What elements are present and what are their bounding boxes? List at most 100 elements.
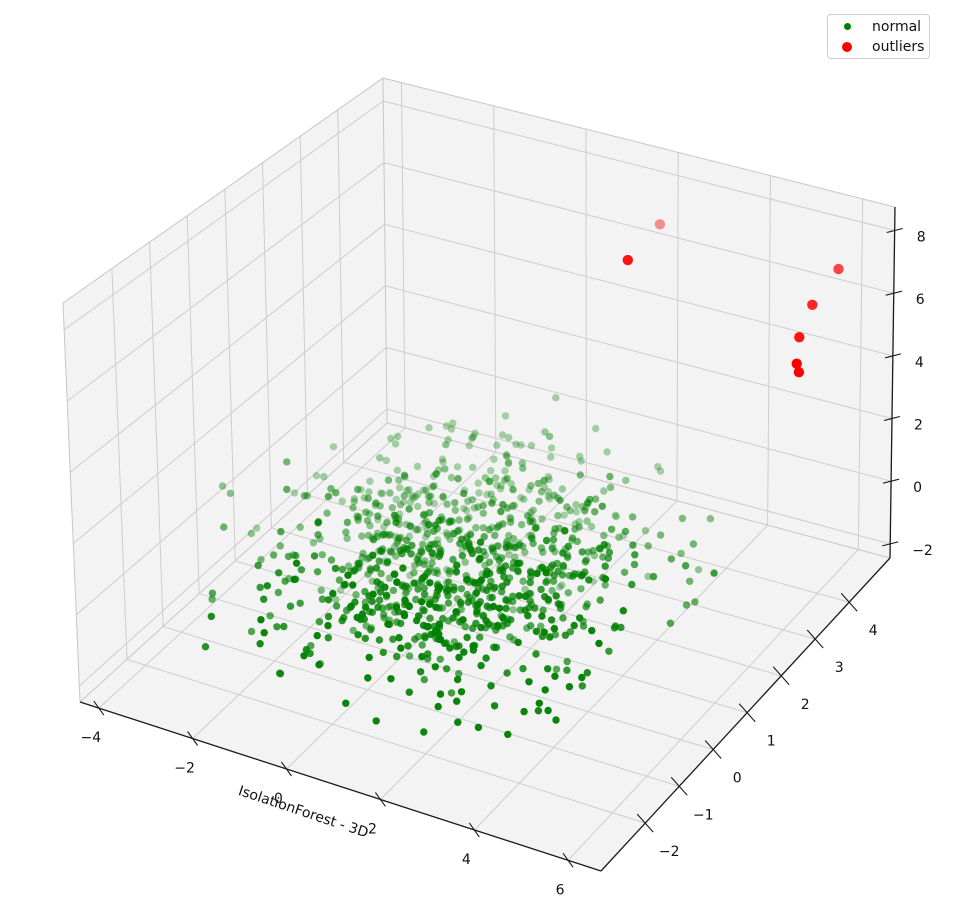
normal-point: [300, 652, 308, 660]
normal-point: [482, 617, 490, 625]
normal-point: [452, 568, 461, 576]
normal-point: [399, 564, 407, 572]
normal-point: [368, 597, 376, 606]
normal-point: [439, 614, 447, 623]
normal-point: [505, 551, 513, 559]
normal-point: [379, 530, 388, 538]
normal-point: [556, 583, 564, 591]
normal-point: [442, 422, 451, 430]
normal-point: [575, 517, 583, 526]
normal-point: [350, 567, 358, 575]
normal-point: [331, 564, 340, 573]
normal-point: [558, 485, 567, 493]
normal-point: [429, 482, 437, 491]
normal-point: [490, 455, 498, 463]
normal-point: [592, 424, 600, 433]
normal-point: [507, 616, 515, 624]
normal-point: [361, 603, 370, 611]
normal-point: [318, 551, 326, 559]
normal-point: [331, 595, 340, 604]
normal-point: [488, 499, 496, 507]
y-grid-wall: [299, 136, 308, 496]
normal-point: [455, 642, 463, 650]
normal-point: [324, 634, 332, 642]
x-tick-mark: [281, 761, 292, 777]
normal-point: [656, 531, 665, 539]
normal-point: [386, 489, 394, 497]
outliers-marker-icon: [835, 41, 859, 52]
x-tick-mark: [468, 822, 480, 838]
normal-point: [386, 602, 395, 610]
x-grid-wall: [767, 175, 771, 526]
legend-label-outliers: outliers: [872, 38, 925, 55]
normal-point: [412, 595, 420, 604]
normal-point: [332, 489, 340, 497]
normal-point: [502, 450, 511, 459]
normal-point: [552, 394, 560, 402]
normal-point: [605, 647, 613, 655]
normal-point: [558, 581, 566, 589]
normal-point: [509, 564, 517, 572]
normal-point: [247, 529, 256, 538]
normal-point: [384, 620, 392, 628]
z-grid-left-wall: [69, 223, 386, 473]
x-tick-label: −2: [174, 761, 195, 777]
normal-point: [317, 586, 325, 594]
normal-point: [377, 547, 385, 555]
normal-point: [628, 513, 637, 521]
right-wall-top-edge: [382, 77, 896, 208]
normal-point: [387, 675, 395, 683]
normal-point: [453, 463, 462, 471]
normal-point: [458, 552, 467, 560]
normal-point: [577, 572, 586, 580]
normal-point: [631, 551, 639, 559]
normal-point: [492, 643, 500, 652]
normal-point: [395, 476, 403, 484]
normal-point: [416, 668, 425, 676]
outlier-point: [807, 299, 818, 310]
y-grid-floor: [343, 461, 850, 603]
normal-point: [420, 607, 428, 615]
normal-point: [499, 613, 507, 622]
x-tick-mark: [562, 852, 574, 868]
normal-point: [254, 561, 262, 570]
y-axis-line: [600, 557, 891, 872]
normal-point: [619, 607, 627, 615]
normal-point: [410, 569, 418, 577]
y-grid-floor: [235, 560, 748, 714]
x-tick-label: 4: [462, 852, 471, 868]
z-grid-right-wall: [384, 223, 894, 357]
normal-point: [479, 509, 487, 517]
normal-point: [425, 424, 433, 432]
legend: normal outliers: [827, 14, 930, 59]
normal-point: [682, 601, 691, 609]
normal-point: [277, 527, 285, 536]
normal-point: [369, 551, 377, 559]
normal-point: [561, 526, 569, 535]
normal-point: [482, 654, 490, 662]
normal-point: [275, 569, 283, 577]
normal-point: [559, 549, 567, 557]
x-tick-label: 0: [274, 791, 283, 807]
normal-point: [541, 593, 549, 601]
normal-point: [549, 535, 558, 544]
normal-point: [432, 603, 440, 611]
normal-point: [504, 458, 513, 466]
normal-point: [402, 582, 411, 590]
normal-point: [390, 542, 399, 551]
normal-point: [678, 514, 687, 523]
normal-point: [550, 571, 558, 580]
normal-point: [576, 614, 584, 622]
normal-point: [280, 622, 288, 631]
normal-point: [415, 559, 423, 567]
axes-panes: [63, 78, 895, 871]
legend-label-normal: normal: [872, 18, 922, 35]
normal-point: [354, 559, 362, 567]
normal-point: [412, 526, 420, 534]
normal-point: [487, 467, 495, 475]
normal-point: [347, 602, 355, 610]
normal-point: [397, 619, 405, 628]
normal-point: [459, 616, 467, 624]
normal-point: [387, 434, 395, 443]
normal-point: [520, 495, 528, 503]
